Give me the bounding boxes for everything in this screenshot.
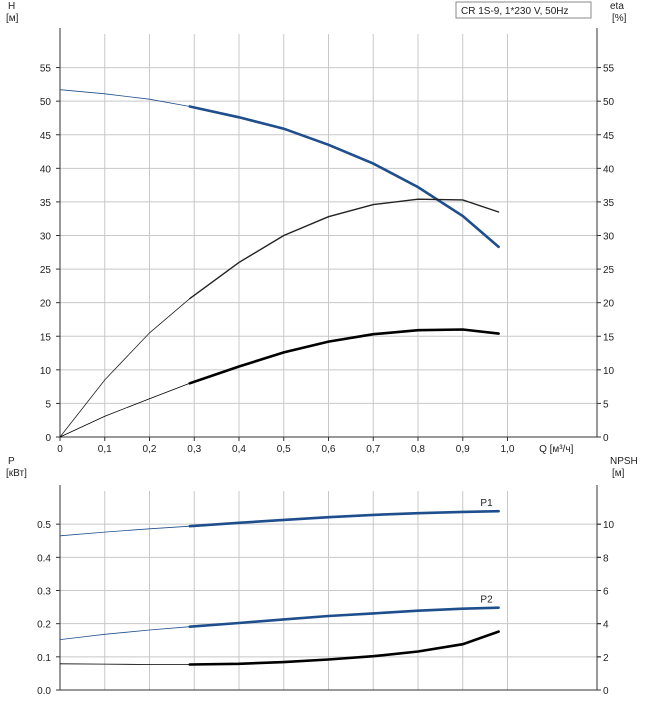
panel-2-right-tick-label: 6 xyxy=(603,587,609,598)
panel-1-left-tick-label: 40 xyxy=(40,164,52,175)
panel-1-left-tick-label: 45 xyxy=(40,131,52,142)
panel-1-left-tick-label: 35 xyxy=(40,198,52,209)
panel-1-x-tick-label: 0,2 xyxy=(143,444,157,455)
panel-1-left-tick-label: 50 xyxy=(40,97,52,108)
panel-1-right-tick-label: 15 xyxy=(603,332,615,343)
panel-1-right-tick-label: 5 xyxy=(603,399,609,410)
panel-1-left-tick-label: 0 xyxy=(45,433,51,444)
panel-2-right-tick-label: 4 xyxy=(603,620,609,631)
panel-1-x-tick-label: 0,3 xyxy=(187,444,201,455)
panel-2-left-tick-label: 0.5 xyxy=(37,520,51,531)
panel-1-x-tick-label: 0,5 xyxy=(277,444,291,455)
panel-1-x-tick-label: 0,8 xyxy=(411,444,425,455)
panel-1-x-tick-label: 0,4 xyxy=(232,444,246,455)
panel-1-right-tick-label: 55 xyxy=(603,64,615,75)
panel-2-series-1-label: P1 xyxy=(480,498,493,509)
panel-2-series-1-line-thin xyxy=(60,526,190,536)
panel-1-right-tick-label: 40 xyxy=(603,164,615,175)
panel-2-left-tick-label: 0.2 xyxy=(37,620,51,631)
panel-2-left-tick-label: 0.3 xyxy=(37,587,51,598)
panel-2-right-tick-label: 0 xyxy=(603,686,609,697)
panel-2-left-tick-label: 0.0 xyxy=(37,686,51,697)
panel-1-x-tick-label: 0,6 xyxy=(322,444,336,455)
panel-2-right-tick-label: 8 xyxy=(603,553,609,564)
panel-1-right-tick-label: 20 xyxy=(603,299,615,310)
panel-1-left-tick-label: 30 xyxy=(40,232,52,243)
panel-1-right-tick-label: 10 xyxy=(603,366,615,377)
panel-1-right-tick-label: 0 xyxy=(603,433,609,444)
panel-2-series-2-line-thin xyxy=(60,627,190,640)
panel-1-x-axis-label: Q [м³/ч] xyxy=(539,444,574,455)
panel-2-right-tick-label: 2 xyxy=(603,653,609,664)
panel-2-right-axis-unit: [м] xyxy=(612,468,625,479)
panel-1-left-tick-label: 55 xyxy=(40,64,52,75)
panel-1-right-tick-label: 30 xyxy=(603,232,615,243)
panel-1-series-3-line xyxy=(190,330,499,384)
panel-1-left-tick-label: 25 xyxy=(40,265,52,276)
panel-1-legend-text: CR 1S-9, 1*230 V, 50Hz xyxy=(461,6,568,17)
panel-1-left-tick-label: 10 xyxy=(40,366,52,377)
panel-1-series-2-line xyxy=(190,199,499,298)
panel-1-x-tick-label: 0,1 xyxy=(98,444,112,455)
panel-2-left-tick-label: 0.4 xyxy=(37,553,51,564)
panel-1-series-2-line-thin xyxy=(60,299,190,437)
panel-1-left-tick-label: 15 xyxy=(40,332,52,343)
panel-1-series-1-line-thin xyxy=(60,90,190,107)
panel-1-x-tick-label: 0,7 xyxy=(366,444,380,455)
panel-1-right-tick-label: 45 xyxy=(603,131,615,142)
panel-1-series-3-line-thin xyxy=(60,383,190,437)
panel-1-x-tick-label: 1,0 xyxy=(501,444,515,455)
panel-1-right-axis-unit: [%] xyxy=(612,13,627,24)
panel-1-right-tick-label: 25 xyxy=(603,265,615,276)
panel-2-left-tick-label: 0.1 xyxy=(37,653,51,664)
panel-2-left-axis-label: P xyxy=(8,456,15,467)
panel-1-left-axis-unit: [м] xyxy=(6,13,19,24)
panel-2-right-tick-label: 10 xyxy=(603,520,615,531)
panel-1-left-tick-label: 5 xyxy=(45,399,51,410)
panel-1-left-tick-label: 20 xyxy=(40,299,52,310)
panel-1-right-axis-label: eta xyxy=(610,1,624,12)
panel-1-left-axis-label: H xyxy=(8,1,15,12)
panel-1-right-tick-label: 50 xyxy=(603,97,615,108)
panel-1-x-tick-label: 0,9 xyxy=(456,444,470,455)
panel-1-series-1-line xyxy=(190,107,499,247)
panel-2-series-3-line xyxy=(190,632,499,665)
panel-1-x-tick-label: 0 xyxy=(57,444,63,455)
panel-1-right-tick-label: 35 xyxy=(603,198,615,209)
panel-2-right-axis-label: NPSH xyxy=(610,456,638,467)
panel-2-series-3-line-thin xyxy=(60,664,190,665)
panel-2-series-2-label: P2 xyxy=(480,595,493,606)
panel-2-left-axis-unit: [кВт] xyxy=(6,468,27,479)
